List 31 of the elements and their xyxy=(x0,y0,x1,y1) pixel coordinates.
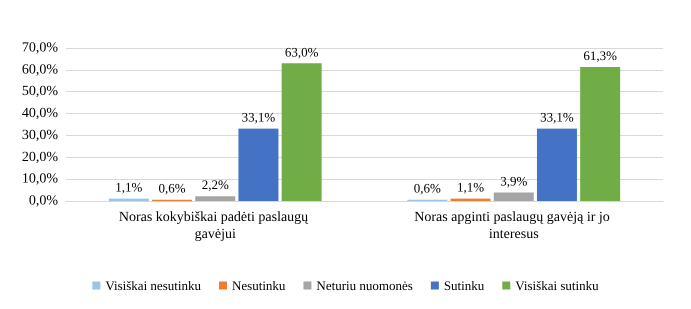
legend-label: Neturiu nuomonės xyxy=(316,278,413,293)
legend-label: Visiškai sutinku xyxy=(515,278,600,293)
legend-label: Sutinku xyxy=(444,278,485,293)
bar xyxy=(580,67,620,201)
y-tick-label: 0,0% xyxy=(28,194,58,208)
data-label: 63,0% xyxy=(284,44,319,60)
data-label: 1,1% xyxy=(457,180,484,195)
x-tick-label: Noras apginti paslaugų gavėją ir jo interesus xyxy=(414,210,614,242)
y-tick-label: 30,0% xyxy=(22,128,58,143)
y-tick-label: 40,0% xyxy=(22,106,58,122)
y-tick-label: 10,0% xyxy=(22,172,58,187)
bar xyxy=(536,128,577,201)
bar xyxy=(238,128,278,201)
y-tick-label: 20,0% xyxy=(22,150,58,165)
y-tick-label: 70,0% xyxy=(22,40,58,56)
data-label: 3,9% xyxy=(500,173,528,188)
x-tick-label: Noras kokybiškai padėti paslaugų gavėjui xyxy=(118,210,312,242)
data-label: 0,6% xyxy=(158,180,186,196)
data-label: 0,6% xyxy=(414,180,442,196)
y-tick-label: 50,0% xyxy=(22,84,58,100)
bar xyxy=(282,63,322,201)
data-label: 33,1% xyxy=(540,110,574,125)
data-label: 33,1% xyxy=(242,110,276,125)
data-label: 1,1% xyxy=(115,180,143,195)
legend-label: Visiškai nesutinku xyxy=(105,278,202,293)
bar xyxy=(195,196,236,201)
bar xyxy=(494,192,534,201)
legend-label: Nesutinku xyxy=(232,278,286,293)
data-label: 2,2% xyxy=(202,177,229,192)
y-tick-label: 60,0% xyxy=(22,62,58,78)
data-label: 61,3% xyxy=(583,48,618,64)
